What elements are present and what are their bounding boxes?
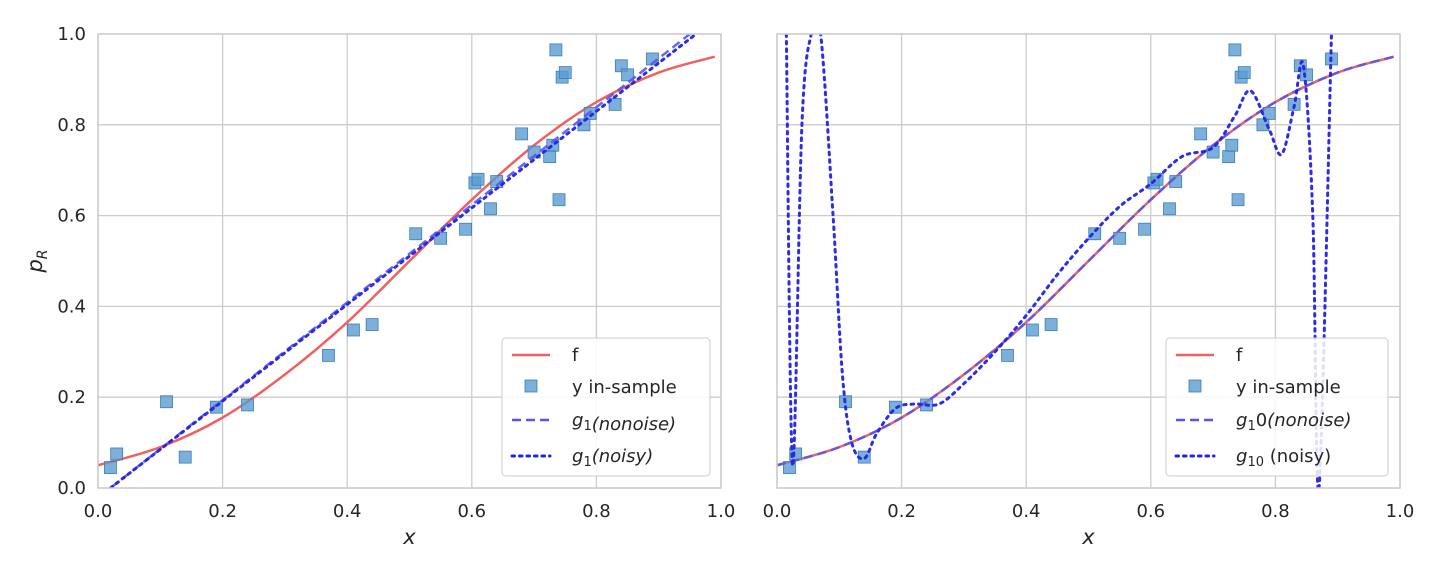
- legend-g-nonoise-label: g10(nonoise): [1236, 410, 1352, 434]
- y-tick-label: 0.4: [57, 296, 86, 317]
- in-sample-point: [1225, 138, 1239, 152]
- x-tick-labels: 0.0 0.2 0.4 0.6 0.8 1.0: [763, 501, 1415, 522]
- in-sample-point: [549, 43, 563, 57]
- in-sample-point: [1300, 68, 1313, 82]
- y-tick-label: 0.8: [57, 115, 86, 136]
- legend-g-nonoise-label: g1(nonoise): [572, 410, 676, 435]
- x-tick-labels: 0.0 0.2 0.4 0.6 0.8 1.0: [84, 501, 736, 522]
- legend-box: [1165, 337, 1389, 477]
- in-sample-point: [484, 202, 497, 216]
- y-axis-label: pR: [23, 249, 51, 273]
- x-axis-label: x: [1081, 525, 1095, 549]
- x-tick-label: 0.6: [1136, 501, 1165, 522]
- x-tick-label: 0.0: [763, 501, 792, 522]
- in-sample-point: [1237, 66, 1251, 79]
- in-sample-point: [1194, 127, 1208, 141]
- legend-y-label: y in-sample: [1236, 377, 1341, 398]
- y-tick-label: 0.6: [57, 206, 86, 227]
- series-line-g10-nonoise-: [777, 55, 1395, 467]
- x-tick-label: 0.8: [1261, 501, 1290, 522]
- series-line-f: [98, 55, 716, 467]
- x-tick-label: 0.6: [457, 501, 486, 522]
- legend-f-label: f: [1236, 345, 1243, 366]
- legend-y-label: y in-sample: [572, 377, 677, 398]
- plot-frame: [97, 33, 722, 489]
- series-line-g10-noisy-: [784, 34, 1333, 488]
- in-sample-point: [1001, 349, 1014, 362]
- in-sample-point: [1113, 231, 1127, 245]
- x-tick-label: 0.0: [84, 501, 113, 522]
- x-tick-label: 1.0: [1386, 501, 1415, 522]
- in-sample-point: [322, 349, 335, 362]
- in-sample-point: [104, 461, 117, 474]
- legend-g-noisy-label: g1(noisy): [572, 446, 653, 470]
- in-sample-point: [409, 227, 423, 241]
- in-sample-point: [515, 127, 529, 141]
- in-sample-point: [160, 395, 173, 409]
- in-sample-point: [527, 145, 541, 159]
- legend-y-swatch: [524, 379, 538, 393]
- in-sample-point: [459, 222, 472, 236]
- x-tick-label: 0.4: [1012, 501, 1041, 522]
- in-sample-point: [552, 193, 566, 207]
- plot-frame: [776, 33, 1401, 489]
- in-sample-point: [1044, 318, 1058, 331]
- series-layer: [98, 34, 716, 488]
- in-sample-point: [178, 450, 192, 464]
- in-sample-point: [621, 68, 634, 82]
- in-sample-point: [1231, 193, 1245, 207]
- y-tick-label: 0.2: [57, 387, 86, 408]
- x-tick-label: 0.2: [887, 501, 916, 522]
- in-sample-point: [1222, 150, 1236, 163]
- legend-f-label: f: [572, 345, 579, 366]
- x-axis-label: x: [402, 525, 416, 549]
- in-sample-point: [1163, 202, 1176, 216]
- legend: f y in-sample g1(nonoise) g1(noisy): [501, 337, 711, 477]
- legend-g-noisy-label: g10 (noisy): [1236, 446, 1331, 470]
- y-tick-label: 1.0: [57, 24, 86, 45]
- in-sample-point: [558, 66, 572, 79]
- x-tick-label: 0.8: [582, 501, 611, 522]
- in-sample-point: [1138, 222, 1151, 236]
- left-chart-panel: 0.0 0.2 0.4 0.6 0.8 1.0 0.00.20.40.60.81.0 x …: [23, 24, 735, 549]
- in-sample-point: [347, 323, 360, 337]
- in-sample-point: [110, 447, 124, 461]
- x-tick-label: 1.0: [707, 501, 736, 522]
- series-line-g1-noisy-: [108, 34, 698, 488]
- y-tick-labels: 0.0 0.2 0.4 0.6 0.8 1.0: [57, 24, 86, 499]
- in-sample-point: [1026, 323, 1039, 337]
- x-tick-label: 0.2: [208, 501, 237, 522]
- right-chart-panel: 0.0 0.2 0.4 0.6 0.8 1.0 x f y in-sample g10(n…: [763, 33, 1415, 549]
- legend: f y in-sample g10(nonoise) g10 (noisy): [1165, 337, 1389, 477]
- y-tick-label: 0.0: [57, 478, 86, 499]
- series-layer: [777, 34, 1395, 488]
- in-sample-point: [1228, 43, 1242, 57]
- x-tick-label: 0.4: [333, 501, 362, 522]
- in-sample-point: [365, 318, 379, 331]
- grid-lines: [97, 33, 722, 489]
- in-sample-point: [241, 398, 254, 412]
- legend-box: [501, 337, 711, 477]
- in-sample-point: [471, 172, 485, 186]
- legend-y-swatch: [1188, 379, 1202, 393]
- series-line-g1-nonoise-: [109, 34, 691, 488]
